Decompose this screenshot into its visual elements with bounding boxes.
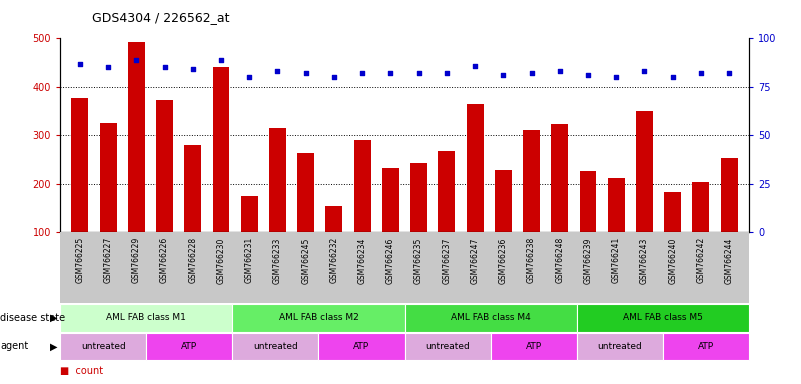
Bar: [410, 164, 427, 281]
Point: [610, 74, 622, 80]
Bar: [438, 151, 455, 281]
Point: [102, 65, 115, 71]
Point: [723, 70, 735, 76]
Point: [666, 74, 679, 80]
Point: [356, 70, 368, 76]
Text: ■  count: ■ count: [60, 366, 103, 376]
Bar: [354, 140, 371, 281]
Text: agent: agent: [0, 341, 28, 351]
Text: ATP: ATP: [353, 342, 369, 351]
Point: [328, 74, 340, 80]
Bar: [495, 170, 512, 281]
Point: [413, 70, 425, 76]
Point: [215, 57, 227, 63]
Point: [158, 65, 171, 71]
Point: [525, 70, 538, 76]
Bar: [99, 123, 116, 281]
Text: AML FAB class M5: AML FAB class M5: [623, 313, 702, 323]
Point: [130, 57, 143, 63]
Point: [441, 70, 453, 76]
Bar: [721, 158, 738, 281]
Bar: [693, 182, 710, 281]
Bar: [636, 111, 653, 281]
Text: AML FAB class M1: AML FAB class M1: [107, 313, 186, 323]
Bar: [269, 128, 286, 281]
Bar: [382, 168, 399, 281]
Bar: [297, 153, 314, 281]
Text: GDS4304 / 226562_at: GDS4304 / 226562_at: [92, 12, 230, 25]
Point: [187, 66, 199, 73]
Point: [497, 72, 509, 78]
Bar: [212, 68, 229, 281]
Text: ATP: ATP: [698, 342, 714, 351]
Bar: [71, 98, 88, 281]
Text: ATP: ATP: [181, 342, 197, 351]
Point: [638, 68, 651, 74]
Bar: [664, 192, 681, 281]
Bar: [523, 129, 540, 281]
Text: ATP: ATP: [525, 342, 541, 351]
Point: [271, 68, 284, 74]
Point: [553, 68, 566, 74]
Text: AML FAB class M2: AML FAB class M2: [279, 313, 358, 323]
Text: ▶: ▶: [50, 341, 58, 351]
Bar: [608, 178, 625, 281]
Bar: [580, 171, 597, 281]
Point: [694, 70, 707, 76]
Point: [469, 63, 481, 69]
Bar: [467, 104, 484, 281]
Bar: [551, 124, 568, 281]
Bar: [325, 206, 342, 281]
Point: [582, 72, 594, 78]
Text: untreated: untreated: [425, 342, 470, 351]
Point: [74, 61, 87, 67]
Text: disease state: disease state: [0, 313, 65, 323]
Text: untreated: untreated: [253, 342, 298, 351]
Point: [384, 70, 396, 76]
Point: [300, 70, 312, 76]
Bar: [241, 196, 258, 281]
Text: untreated: untreated: [598, 342, 642, 351]
Bar: [184, 145, 201, 281]
Text: AML FAB class M4: AML FAB class M4: [451, 313, 530, 323]
Bar: [128, 42, 145, 281]
Text: ▶: ▶: [50, 313, 58, 323]
Bar: [156, 101, 173, 281]
Point: [243, 74, 256, 80]
Text: untreated: untreated: [81, 342, 126, 351]
